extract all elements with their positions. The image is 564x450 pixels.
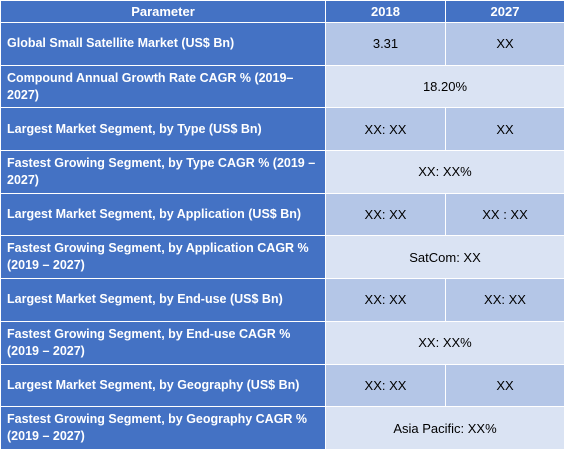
row-parameter: Largest Market Segment, by End-use (US$ …: [1, 279, 326, 322]
row-parameter: Global Small Satellite Market (US$ Bn): [1, 23, 326, 66]
table-row: Fastest Growing Segment, by Type CAGR % …: [1, 151, 564, 194]
header-row: Parameter 2018 2027: [1, 1, 564, 23]
table-row: Largest Market Segment, by End-use (US$ …: [1, 279, 564, 322]
row-parameter: Largest Market Segment, by Geography (US…: [1, 364, 326, 407]
table-row: Fastest Growing Segment, by End-use CAGR…: [1, 321, 564, 364]
value-merged: SatCom: XX: [326, 236, 564, 279]
row-parameter: Compound Annual Growth Rate CAGR % (2019…: [1, 65, 326, 108]
value-2018: XX: XX: [326, 279, 446, 322]
value-2018: 3.31: [326, 23, 446, 66]
table-row: Fastest Growing Segment, by Geography CA…: [1, 407, 564, 450]
row-parameter: Fastest Growing Segment, by End-use CAGR…: [1, 321, 326, 364]
value-merged: XX: XX%: [326, 321, 564, 364]
table-row: Compound Annual Growth Rate CAGR % (2019…: [1, 65, 564, 108]
table-row: Largest Market Segment, by Type (US$ Bn)…: [1, 108, 564, 151]
row-parameter: Fastest Growing Segment, by Geography CA…: [1, 407, 326, 450]
value-2018: XX: XX: [326, 193, 446, 236]
value-2018: XX: XX: [326, 108, 446, 151]
table-row: Largest Market Segment, by Geography (US…: [1, 364, 564, 407]
row-parameter: Fastest Growing Segment, by Type CAGR % …: [1, 151, 326, 194]
value-2027: XX: [446, 364, 564, 407]
value-2027: XX: [446, 108, 564, 151]
table-row: Fastest Growing Segment, by Application …: [1, 236, 564, 279]
row-parameter: Largest Market Segment, by Type (US$ Bn): [1, 108, 326, 151]
value-merged: Asia Pacific: XX%: [326, 407, 564, 450]
table-row: Global Small Satellite Market (US$ Bn) 3…: [1, 23, 564, 66]
value-merged: XX: XX%: [326, 151, 564, 194]
table-row: Largest Market Segment, by Application (…: [1, 193, 564, 236]
header-2018: 2018: [326, 1, 446, 23]
header-2027: 2027: [446, 1, 564, 23]
value-2018: XX: XX: [326, 364, 446, 407]
row-parameter: Largest Market Segment, by Application (…: [1, 193, 326, 236]
value-2027: XX : XX: [446, 193, 564, 236]
row-parameter: Fastest Growing Segment, by Application …: [1, 236, 326, 279]
header-parameter: Parameter: [1, 1, 326, 23]
value-merged: 18.20%: [326, 65, 564, 108]
value-2027: XX: [446, 23, 564, 66]
value-2027: XX: XX: [446, 279, 564, 322]
